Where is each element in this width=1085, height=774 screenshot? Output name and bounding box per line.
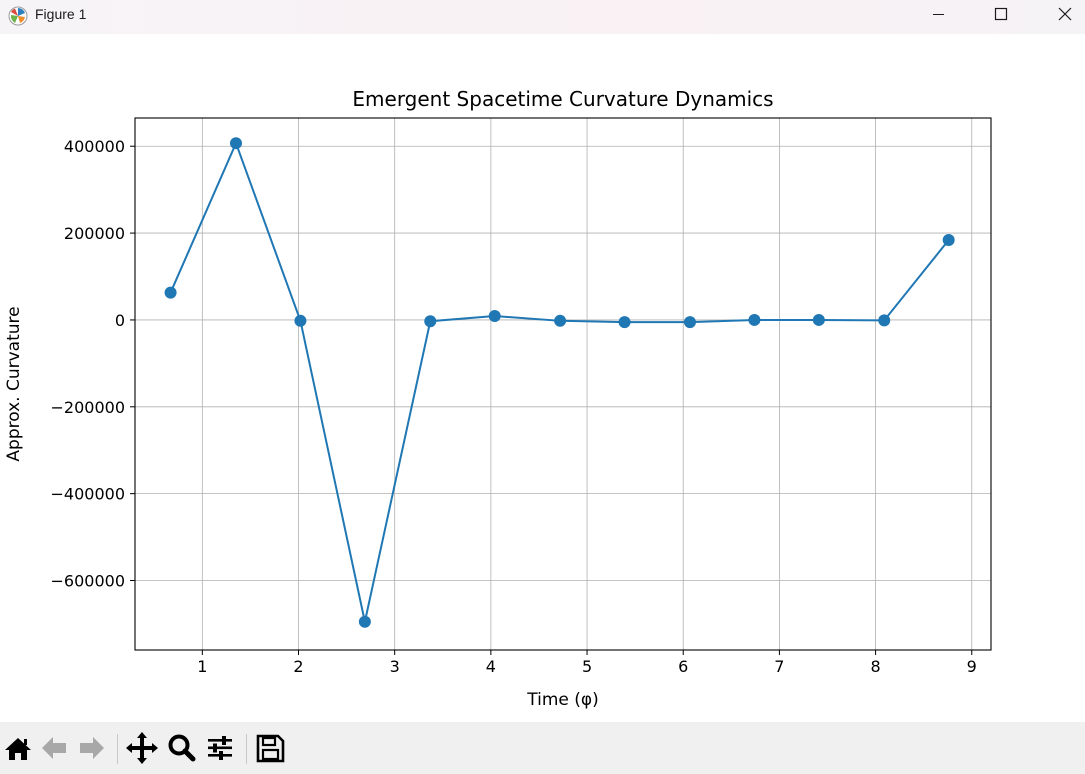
x-tick-label: 5 xyxy=(582,657,592,676)
y-tick-label: −600000 xyxy=(51,572,125,591)
data-point xyxy=(424,315,437,328)
save-button[interactable] xyxy=(253,731,287,765)
window-title: Figure 1 xyxy=(35,6,87,22)
navigation-toolbar xyxy=(0,722,1085,774)
y-tick-label: 0 xyxy=(115,311,125,330)
forward-arrow-icon xyxy=(80,737,104,759)
data-point xyxy=(554,314,567,327)
pan-button[interactable] xyxy=(125,731,159,765)
data-point xyxy=(748,313,761,326)
y-tick-label: −400000 xyxy=(51,485,125,504)
x-tick-label: 1 xyxy=(197,657,207,676)
x-tick-label: 6 xyxy=(678,657,688,676)
home-icon xyxy=(5,738,31,760)
data-point xyxy=(878,314,891,327)
data-point xyxy=(683,316,696,329)
configure-subplots-button[interactable] xyxy=(203,731,237,765)
x-tick-label: 3 xyxy=(390,657,400,676)
back-arrow-icon xyxy=(42,737,66,759)
maximize-button[interactable] xyxy=(970,0,1032,30)
home-button[interactable] xyxy=(2,731,36,765)
line-chart: 1 2 3 4 5 6 7 8 9 400000 200000 0 −200000 −400000 −600… xyxy=(4,87,992,710)
maximize-icon xyxy=(994,7,1008,21)
x-axis-label: Time (φ) xyxy=(526,690,599,710)
data-point xyxy=(488,310,501,323)
chart-title: Emergent Spacetime Curvature Dynamics xyxy=(352,87,773,111)
toolbar-separator xyxy=(117,734,118,764)
data-point xyxy=(229,137,242,150)
y-axis-label: Approx. Curvature xyxy=(4,306,24,461)
zoom-magnifier-icon xyxy=(168,734,196,762)
data-point xyxy=(164,286,177,299)
minimize-button[interactable] xyxy=(906,0,968,30)
data-point xyxy=(812,313,825,326)
back-button[interactable] xyxy=(38,731,72,765)
matplotlib-icon xyxy=(7,5,29,27)
close-button[interactable] xyxy=(1034,0,1085,30)
x-tick-label: 9 xyxy=(967,657,977,676)
window-title-bar: Figure 1 xyxy=(0,0,1085,34)
x-tick-label: 2 xyxy=(293,657,303,676)
minimize-icon xyxy=(933,14,944,15)
y-tick-label: −200000 xyxy=(51,398,125,417)
forward-button[interactable] xyxy=(74,731,108,765)
data-point xyxy=(618,316,631,329)
axes-frame xyxy=(134,117,992,651)
pan-move-icon xyxy=(126,732,158,764)
data-point xyxy=(358,615,371,628)
x-tick-label: 4 xyxy=(486,657,496,676)
close-icon xyxy=(1058,7,1072,21)
data-point xyxy=(942,234,955,247)
data-point xyxy=(294,314,307,327)
zoom-button[interactable] xyxy=(165,731,199,765)
toolbar-separator xyxy=(246,734,247,764)
configure-subplots-icon xyxy=(208,736,232,760)
figure-canvas[interactable]: 1 2 3 4 5 6 7 8 9 400000 200000 0 −200000 −400000 −600… xyxy=(0,34,1085,722)
y-tick-label: 200000 xyxy=(64,224,125,243)
x-tick-label: 7 xyxy=(774,657,784,676)
x-tick-label: 8 xyxy=(870,657,880,676)
series-line xyxy=(169,140,950,622)
save-disk-icon xyxy=(256,734,285,763)
y-tick-label: 400000 xyxy=(64,137,125,156)
